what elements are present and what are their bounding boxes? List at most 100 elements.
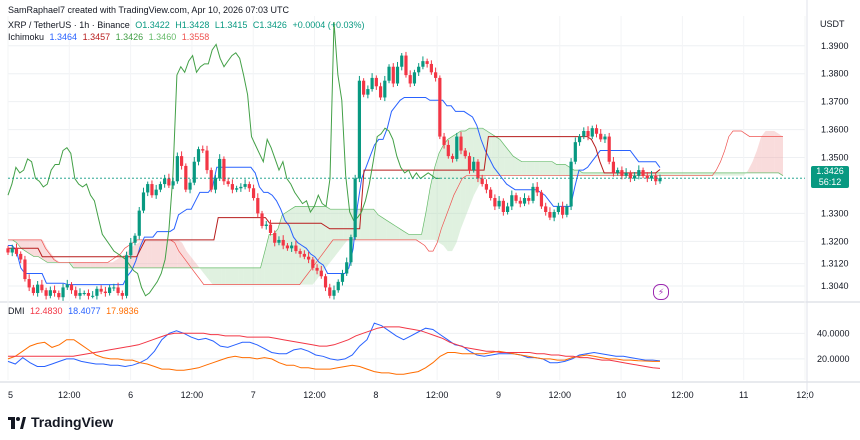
candle xyxy=(268,219,273,236)
candle xyxy=(61,283,65,301)
candle-body xyxy=(133,235,137,243)
cloud-segment xyxy=(186,251,191,268)
candle xyxy=(645,172,649,183)
candle xyxy=(137,206,141,240)
candle xyxy=(484,179,489,194)
candle xyxy=(14,243,19,257)
cloud-segment xyxy=(769,130,775,173)
cloud-segment xyxy=(325,206,331,268)
candle xyxy=(366,85,370,99)
cloud-segment xyxy=(73,262,78,268)
cloud-segment xyxy=(543,161,548,176)
candle xyxy=(607,132,611,165)
ichimoku-v5: 1.3558 xyxy=(181,32,210,42)
cloud-segment xyxy=(595,172,601,176)
candle-body xyxy=(472,161,476,171)
candle-body xyxy=(57,293,61,298)
price-tick-label: 1.3200 xyxy=(821,236,849,246)
cloud-segment xyxy=(304,206,309,285)
candle-body xyxy=(218,158,222,179)
candle xyxy=(298,248,302,258)
cloud-segment xyxy=(661,172,666,176)
candle xyxy=(552,209,556,222)
cloud-segment xyxy=(691,172,696,176)
candle xyxy=(527,195,531,205)
cloud-segment xyxy=(565,164,570,176)
candle xyxy=(65,279,69,290)
candle xyxy=(91,291,95,299)
price-tick-label: 1.3040 xyxy=(821,281,849,291)
candle xyxy=(641,167,645,179)
candle xyxy=(184,163,188,193)
candle xyxy=(264,220,268,230)
cloud-segment xyxy=(208,267,213,285)
candle xyxy=(425,58,429,68)
cloud-segment xyxy=(399,228,405,240)
cloud-segment xyxy=(482,128,487,179)
time-tick-label: 12:0 xyxy=(796,390,814,400)
cloud-segment xyxy=(282,212,287,285)
cloud-segment xyxy=(112,259,117,268)
time-tick-label: 11 xyxy=(739,390,748,400)
cloud-segment xyxy=(369,209,374,240)
candle-body xyxy=(362,80,366,95)
cloud-segment xyxy=(395,225,400,240)
candle-body xyxy=(429,63,433,73)
candle-body xyxy=(256,198,260,214)
lightning-icon[interactable]: ⚡ xyxy=(653,284,669,300)
cloud-segment xyxy=(539,161,544,176)
candle-body xyxy=(129,242,133,256)
candle-body xyxy=(353,178,357,238)
cloud-segment xyxy=(713,172,718,176)
candle xyxy=(472,156,476,173)
candle-body xyxy=(658,178,662,182)
candle xyxy=(577,134,582,146)
cloud-segment xyxy=(295,206,300,285)
cloud-segment xyxy=(526,161,531,176)
cloud-segment xyxy=(613,172,618,176)
candle xyxy=(446,140,450,159)
cloud-segment xyxy=(82,262,87,268)
cloud-segment xyxy=(199,267,204,274)
candle xyxy=(632,172,637,181)
candle-body xyxy=(10,248,14,253)
candle xyxy=(315,264,319,275)
candle-body xyxy=(645,175,649,179)
candle-body xyxy=(548,212,552,218)
candle xyxy=(44,287,48,300)
candle xyxy=(328,283,332,299)
time-tick-label: 12:00 xyxy=(549,390,572,400)
candle-body xyxy=(201,149,205,151)
cloud-segment xyxy=(604,172,609,176)
cloud-segment xyxy=(312,206,318,285)
candle-body xyxy=(565,206,569,215)
candle xyxy=(196,146,201,166)
cloud-segment xyxy=(778,133,783,176)
cloud-segment xyxy=(722,172,727,176)
candle xyxy=(31,284,36,296)
candle xyxy=(10,244,14,257)
candle xyxy=(531,183,535,204)
cloud-segment xyxy=(452,133,457,252)
candle-body xyxy=(78,293,82,296)
candle-body xyxy=(146,184,150,193)
candle xyxy=(116,282,120,296)
time-tick-label: 6 xyxy=(128,390,133,400)
candle-body xyxy=(328,287,332,296)
candle-body xyxy=(69,284,74,291)
dmi-v1: 12.4830 xyxy=(30,306,63,316)
candle-body xyxy=(599,133,603,140)
candle-body xyxy=(230,184,234,190)
cloud-segment xyxy=(521,161,527,176)
candle xyxy=(501,198,505,216)
cloud-segment xyxy=(517,158,522,176)
candle xyxy=(357,75,362,183)
candle-body xyxy=(569,161,573,207)
candle-body xyxy=(23,259,27,280)
cloud-segment xyxy=(469,128,474,207)
open-value: O1.3422 xyxy=(135,20,170,30)
cloud-segment xyxy=(169,239,174,268)
cloud-segment xyxy=(86,262,91,268)
candle-body xyxy=(510,195,514,207)
